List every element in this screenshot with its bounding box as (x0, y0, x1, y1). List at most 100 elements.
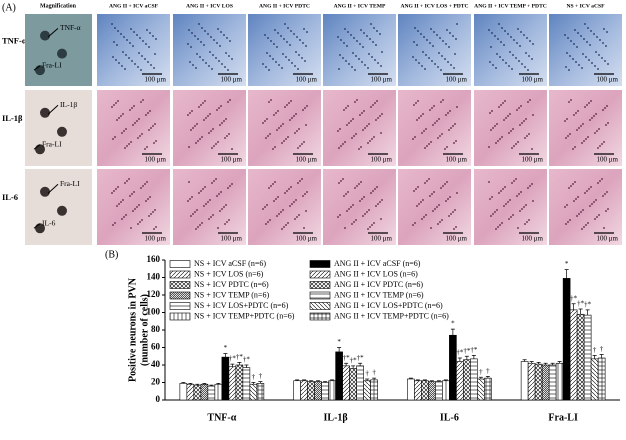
stained-cell (213, 180, 215, 182)
stained-cell (284, 106, 286, 108)
stained-cell (532, 43, 534, 45)
stained-cell (225, 118, 227, 120)
stained-cell (290, 30, 292, 32)
stained-cell (350, 120, 352, 122)
stained-cell (583, 140, 585, 142)
stained-cell (566, 204, 568, 206)
stained-cell (275, 61, 277, 63)
stained-cell (137, 223, 139, 225)
micrograph (173, 90, 246, 166)
stained-cell (296, 130, 298, 132)
stained-cell (344, 28, 346, 30)
stained-cell (448, 215, 450, 217)
stained-cell (513, 39, 515, 41)
stained-cell (130, 141, 132, 143)
stained-cell (224, 223, 226, 225)
stained-cell (286, 190, 288, 192)
legend-swatch (309, 312, 331, 321)
stained-cell (139, 221, 141, 223)
stained-cell (145, 200, 147, 202)
stained-cell (494, 211, 496, 213)
error-bar (365, 378, 370, 381)
stained-cell (584, 106, 586, 108)
stained-cell (282, 123, 284, 125)
stained-cell (291, 203, 293, 205)
y-tick-label: 120 (147, 289, 161, 299)
stained-cell (421, 218, 423, 220)
stained-cell (131, 193, 133, 195)
stained-cell (376, 100, 378, 102)
stained-cell (281, 142, 283, 144)
scale-bar-label: 100 μm (145, 235, 167, 243)
stained-cell (210, 216, 212, 218)
stained-cell (266, 52, 268, 54)
bar (562, 278, 571, 401)
stained-cell (305, 124, 307, 126)
stained-cell (270, 185, 272, 187)
stained-cell (285, 224, 287, 226)
stained-cell (198, 192, 200, 194)
stained-cell (277, 32, 279, 34)
stained-cell (512, 128, 514, 130)
stained-cell (432, 124, 434, 126)
stained-cell (290, 186, 292, 188)
stained-cell (442, 40, 444, 42)
stained-cell (306, 31, 308, 33)
bar (186, 383, 195, 401)
legend-label: NS + ICV LOS+PDTC (n=6) (194, 301, 289, 310)
stained-cell (270, 99, 272, 101)
stained-cell (602, 109, 604, 111)
stained-cell (295, 51, 297, 53)
stained-cell (603, 28, 605, 30)
stained-cell (605, 124, 607, 126)
stained-cell (348, 63, 350, 65)
stained-cell (445, 200, 447, 202)
bar (242, 367, 251, 401)
stained-cell (500, 104, 502, 106)
stained-cell (299, 145, 301, 147)
stained-cell (509, 113, 511, 115)
stained-cell (528, 133, 530, 135)
stained-cell (360, 146, 362, 148)
bar (414, 380, 422, 401)
stained-cell (203, 205, 205, 207)
stained-cell (498, 106, 500, 108)
stained-cell (139, 135, 141, 137)
stained-cell (531, 58, 533, 60)
x-tick-label: TNF-α (207, 412, 236, 423)
stained-cell (577, 110, 579, 112)
error-bar (181, 382, 186, 384)
stained-cell (415, 59, 417, 61)
cell (57, 48, 67, 59)
error-bar (550, 362, 555, 365)
stained-cell (351, 66, 353, 68)
stained-cell (273, 114, 275, 116)
significance-marker: †* (229, 355, 237, 363)
stained-cell (297, 182, 299, 184)
stained-cell (420, 115, 422, 117)
stained-cell (286, 104, 288, 106)
stained-cell (294, 218, 296, 220)
stained-cell (421, 65, 423, 67)
error-bar (422, 379, 427, 381)
stained-cell (152, 35, 154, 37)
stained-cell (584, 192, 586, 194)
micrograph (549, 90, 622, 166)
stained-cell (492, 64, 494, 66)
stained-cell (207, 33, 209, 35)
stained-cell (302, 42, 304, 44)
stained-cell (367, 142, 369, 144)
error-bar (522, 359, 527, 362)
stained-cell (573, 114, 575, 116)
stained-cell (133, 31, 135, 33)
stained-cell (354, 187, 356, 189)
stained-cell (301, 143, 303, 145)
scale-bar-label: 100 μm (446, 156, 468, 164)
stained-cell (303, 28, 305, 30)
legend-swatch (169, 312, 191, 321)
stained-cell (286, 41, 288, 43)
bar (576, 313, 585, 401)
stained-cell (574, 29, 576, 31)
stained-cell (366, 125, 368, 127)
stained-cell (455, 226, 457, 228)
